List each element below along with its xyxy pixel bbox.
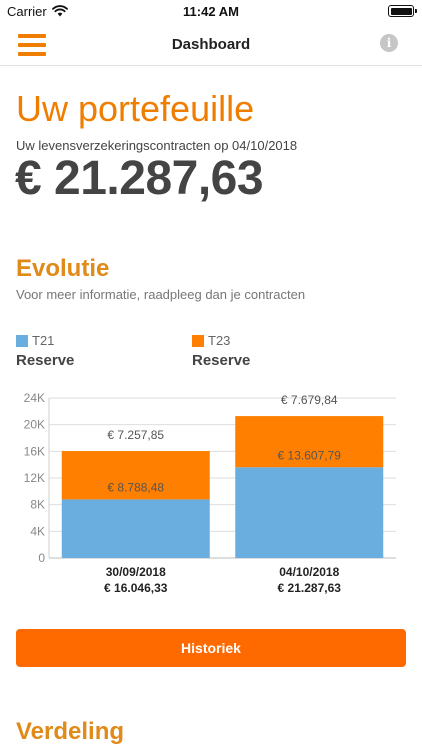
bar-t21-0 <box>61 499 210 558</box>
data-label-t23-0: € 7.257,85 <box>107 428 164 442</box>
legend-swatch-t23 <box>192 335 204 347</box>
history-button[interactable]: Historiek <box>16 629 406 667</box>
evolution-subtitle: Voor meer informatie, raadpleeg dan je c… <box>16 287 306 302</box>
y-tick-label: 12K <box>24 471 45 485</box>
portfolio-total-value: € 21.287,63 <box>15 152 264 205</box>
y-tick-label: 16K <box>24 444 45 458</box>
status-time: 11:42 AM <box>183 4 239 19</box>
page-title: Dashboard <box>171 36 251 53</box>
x-category-label: 30/09/2018 <box>106 565 166 579</box>
x-category-total: € 16.046,33 <box>104 581 168 595</box>
portfolio-title: Uw portefeuille <box>16 88 255 129</box>
y-tick-label: 4K <box>30 524 45 538</box>
bar-t23-0 <box>61 451 210 500</box>
hamburger-menu-icon[interactable] <box>18 33 46 57</box>
data-label-t21-1: € 13.607,79 <box>278 448 342 462</box>
legend-name-t23: T23 <box>208 333 231 348</box>
y-tick-label: 8K <box>30 498 45 512</box>
status-bar: Carrier 11:42 AM <box>0 0 422 24</box>
nav-bar: Dashboard i <box>0 24 422 66</box>
evolution-chart: 0 4K 8K 12K 16K 20K 24K € 8.788,48 € 7.257,85 30/… <box>24 391 396 595</box>
portfolio-subtitle: Uw levensverzekeringscontracten op 04/10… <box>16 138 298 153</box>
evolution-title: Evolutie <box>16 255 110 282</box>
distribution-title: Verdeling <box>16 718 125 745</box>
wifi-icon <box>52 5 68 17</box>
carrier-label: Carrier <box>7 4 47 19</box>
x-category-label: 04/10/2018 <box>279 565 339 579</box>
legend-sub-t21: Reserve <box>16 352 75 369</box>
info-icon[interactable]: i <box>380 34 398 52</box>
battery-icon <box>388 5 417 17</box>
data-label-t21-0: € 8.788,48 <box>107 480 164 494</box>
legend-name-t21: T21 <box>32 333 55 348</box>
y-tick-label: 24K <box>24 391 45 405</box>
bar-t21-1 <box>235 467 384 558</box>
x-category-total: € 21.287,63 <box>278 581 342 595</box>
y-tick-label: 20K <box>24 418 45 432</box>
legend-swatch-t21 <box>16 335 28 347</box>
bar-t23-1 <box>235 416 384 468</box>
legend-sub-t23: Reserve <box>192 352 251 369</box>
y-tick-label: 0 <box>38 551 45 565</box>
data-label-t23-1: € 7.679,84 <box>281 393 338 407</box>
